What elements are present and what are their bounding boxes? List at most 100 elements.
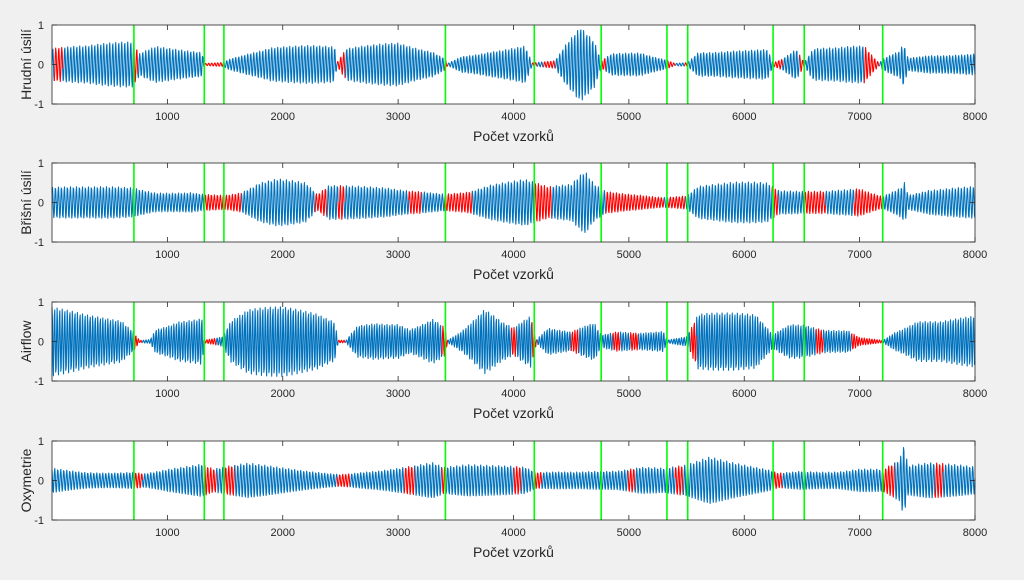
x-axis-label: Počet vzorků: [473, 544, 554, 560]
signal-line: [421, 191, 445, 214]
y-tick-label: 0: [38, 476, 44, 488]
signal-line: [634, 466, 676, 495]
subplot-4: 1000 2000 3000 4000 5000 6000 7000 8000 -1 0 1 Poče…: [18, 436, 987, 560]
signal-line: [349, 467, 405, 494]
event-segment-line: [203, 337, 217, 346]
signal-line: [804, 45, 865, 84]
event-segment-line: [772, 471, 784, 490]
signal-line: [471, 179, 535, 226]
signal-line: [541, 469, 629, 492]
signal-line: [878, 46, 976, 85]
y-tick-label: -1: [34, 376, 44, 388]
event-segment-line: [627, 468, 636, 493]
y-tick-label: 1: [38, 436, 44, 448]
x-tick-label: 2000: [271, 527, 295, 539]
x-tick-label: 8000: [963, 527, 987, 539]
event-segment-line: [803, 190, 827, 215]
signal-line: [782, 468, 884, 493]
signal-line: [344, 318, 443, 364]
signal-line: [638, 331, 691, 353]
event-segment-line: [772, 58, 784, 70]
x-tick-label: 2000: [271, 249, 295, 261]
x-tick-label: 1000: [155, 249, 179, 261]
x-tick-label: 5000: [617, 527, 641, 539]
signal-line: [619, 331, 631, 352]
event-segment-line: [408, 190, 423, 215]
signal-line: [695, 312, 817, 371]
event-segment-line: [203, 62, 224, 67]
signal-line: [674, 62, 685, 67]
x-tick-label: 4000: [501, 388, 525, 400]
event-segment-line: [629, 332, 640, 351]
signal-line: [241, 178, 316, 227]
x-tick-label: 5000: [617, 388, 641, 400]
signal-line: [215, 466, 225, 494]
x-tick-label: 1000: [155, 388, 179, 400]
signal-line: [51, 307, 135, 377]
signal-line: [605, 52, 668, 77]
x-tick-label: 6000: [732, 388, 756, 400]
x-tick-label: 3000: [386, 388, 410, 400]
x-tick-label: 8000: [963, 111, 987, 123]
event-segment-line: [203, 464, 217, 496]
x-tick-label: 2000: [271, 111, 295, 123]
event-segment-line: [600, 58, 607, 72]
y-tick-label: 0: [38, 337, 44, 349]
x-tick-label: 4000: [501, 527, 525, 539]
x-axis-label: Počet vzorků: [473, 266, 554, 282]
signal-line: [344, 42, 445, 87]
event-segment-line: [815, 328, 824, 355]
x-tick-label: 7000: [847, 527, 871, 539]
signal-line: [554, 29, 602, 101]
y-tick-label: -1: [34, 237, 44, 249]
event-segment-line: [133, 335, 143, 350]
event-segment-line: [337, 185, 345, 220]
signal-line: [942, 463, 976, 498]
event-segment-line: [689, 322, 697, 362]
signal-line: [51, 467, 135, 493]
event-segment-line: [403, 465, 416, 496]
x-tick-label: 3000: [386, 527, 410, 539]
x-tick-label: 8000: [963, 249, 987, 261]
signal-line: [782, 50, 801, 79]
signal-line: [682, 456, 774, 505]
event-segment-line: [863, 47, 880, 84]
y-tick-label: -1: [34, 99, 44, 111]
event-segment-line: [53, 46, 64, 83]
signal-line: [445, 464, 515, 497]
y-tick-label: 1: [38, 158, 44, 170]
event-segment-line: [314, 188, 328, 218]
x-tick-label: 7000: [847, 111, 871, 123]
signal-line: [234, 462, 338, 499]
x-tick-label: 6000: [732, 249, 756, 261]
x-tick-label: 8000: [963, 388, 987, 400]
signal-line: [326, 184, 339, 220]
event-segment-line: [337, 339, 346, 344]
signal-line: [536, 61, 544, 68]
event-segment-line: [853, 188, 884, 217]
x-tick-label: 7000: [847, 249, 871, 261]
event-segment-line: [882, 462, 896, 498]
event-segment-line: [203, 192, 243, 213]
signal-line: [51, 186, 205, 219]
signal-line: [414, 462, 443, 499]
signal-line: [447, 310, 512, 375]
event-segment-line: [336, 473, 351, 488]
event-segment-line: [934, 462, 944, 499]
event-segment-line: [605, 191, 665, 214]
event-segment-line: [133, 49, 139, 83]
x-axis-label: Počet vzorků: [473, 405, 554, 421]
x-tick-label: 4000: [501, 249, 525, 261]
subplot-2: 1000 2000 3000 4000 5000 6000 7000 8000 -1 0 1 Poče…: [18, 158, 987, 282]
y-axis-label: Oxymetrie: [18, 448, 34, 512]
signal-line: [536, 328, 572, 355]
signal-line: [137, 46, 205, 84]
x-tick-label: 2000: [271, 388, 295, 400]
event-segment-line: [510, 327, 517, 358]
event-segment-line: [533, 471, 543, 490]
signal-line: [447, 45, 533, 83]
signal-line: [62, 41, 135, 88]
y-axis-label: Airflow: [18, 320, 34, 363]
